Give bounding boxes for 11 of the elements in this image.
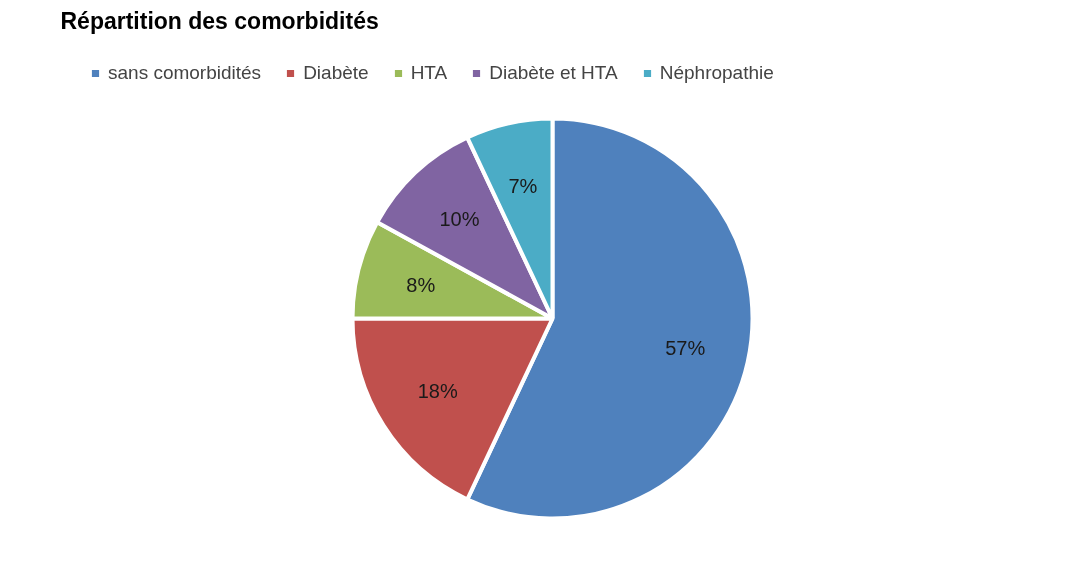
legend-label: Diabète: [303, 62, 369, 84]
data-label: 57%: [665, 337, 706, 360]
data-label: 8%: [406, 273, 436, 296]
data-label: 7%: [508, 174, 538, 197]
data-label: 18%: [417, 380, 458, 403]
data-label: 10%: [439, 208, 480, 231]
legend-label: Néphropathie: [659, 62, 774, 84]
legend-label: HTA: [410, 62, 448, 84]
legend-label: Diabète et HTA: [489, 62, 618, 84]
legend-label: sans comorbidités: [108, 62, 262, 84]
chart-title: Répartition des comorbidités: [60, 7, 379, 34]
